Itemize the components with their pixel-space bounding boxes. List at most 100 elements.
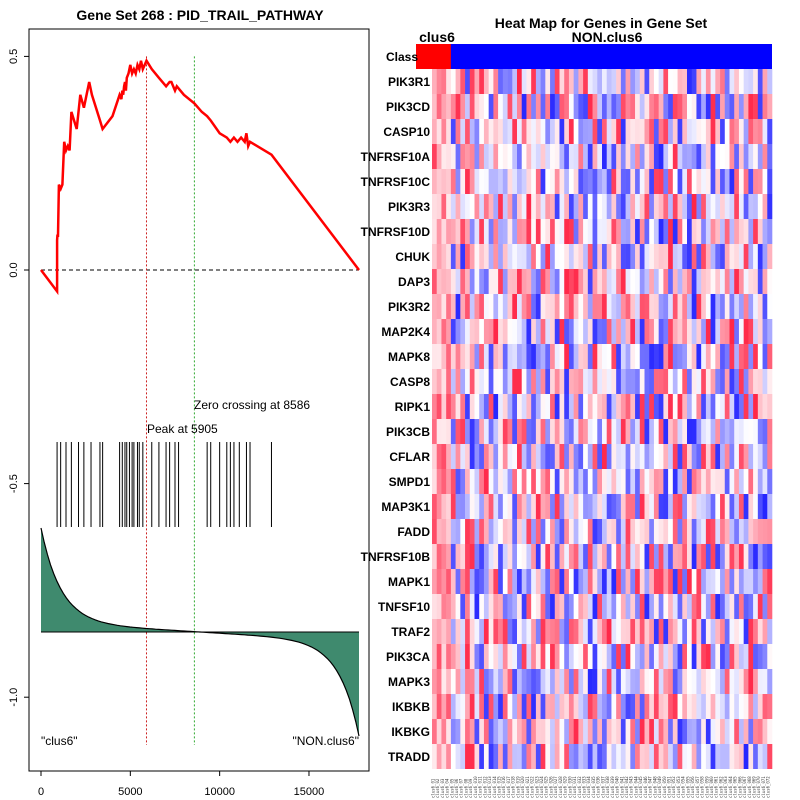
heatmap-cell — [682, 369, 688, 394]
heatmap-cell — [738, 469, 744, 494]
heatmap-cell — [469, 94, 475, 119]
heatmap-cell — [441, 319, 447, 344]
heatmap-cell — [738, 419, 744, 444]
heatmap-cell — [602, 569, 608, 594]
heatmap-cell — [682, 594, 688, 619]
heatmap-cell — [701, 594, 707, 619]
heatmap-cell — [753, 569, 759, 594]
heatmap-cell — [450, 294, 456, 319]
heatmap-cell — [460, 544, 466, 569]
heatmap-cell — [469, 569, 475, 594]
heatmap-cell — [738, 94, 744, 119]
heatmap-cell — [573, 669, 579, 694]
heatmap-cell — [531, 619, 537, 644]
heatmap-cell — [658, 294, 664, 319]
heatmap-cell — [658, 519, 664, 544]
heatmap-cell — [611, 194, 617, 219]
gene-label: IKBKB — [392, 700, 430, 714]
heatmap-cell — [550, 144, 556, 169]
heatmap-cell — [568, 394, 574, 419]
sample-label: clus6_059 — [704, 776, 709, 798]
heatmap-cell — [611, 544, 617, 569]
heatmap-cell — [436, 719, 442, 744]
heatmap-cell — [517, 194, 523, 219]
heatmap-cell — [559, 419, 565, 444]
heatmap-cell — [446, 219, 452, 244]
heatmap-cell — [701, 69, 707, 94]
heatmap-cell — [715, 344, 721, 369]
heatmap-cell — [498, 69, 504, 94]
heatmap-cell — [545, 169, 551, 194]
heatmap-cell — [517, 94, 523, 119]
heatmap-cell — [738, 744, 744, 769]
heatmap-cell — [531, 194, 537, 219]
heatmap-cell — [734, 194, 740, 219]
heatmap-cell — [545, 394, 551, 419]
heatmap-cell — [635, 169, 641, 194]
heatmap-cell — [554, 494, 560, 519]
heatmap-cell — [757, 619, 763, 644]
heatmap-cell — [441, 219, 447, 244]
heatmap-cell — [531, 244, 537, 269]
heatmap-cell — [540, 144, 546, 169]
heatmap-cell — [573, 469, 579, 494]
heatmap-cell — [460, 744, 466, 769]
heatmap-cell — [701, 94, 707, 119]
heatmap-cell — [653, 144, 659, 169]
gene-label: MAPK8 — [388, 350, 430, 364]
heatmap-cell — [512, 544, 518, 569]
heatmap-cell — [691, 644, 697, 669]
heatmap-cell — [668, 219, 674, 244]
heatmap-cell — [696, 144, 702, 169]
heatmap-cell — [687, 394, 693, 419]
heatmap-cell — [753, 94, 759, 119]
heatmap-cell — [606, 269, 612, 294]
heatmap-cell — [616, 169, 622, 194]
sample-label: clus6_011 — [478, 776, 483, 798]
heatmap-cell — [616, 194, 622, 219]
heatmap-cell — [441, 444, 447, 469]
heatmap-cell — [469, 594, 475, 619]
heatmap-cell — [488, 444, 494, 469]
heatmap-cell — [592, 419, 598, 444]
heatmap-cell — [691, 69, 697, 94]
heatmap-cell — [715, 419, 721, 444]
heatmap-cell — [507, 94, 513, 119]
heatmap-cell — [753, 244, 759, 269]
heatmap-cell — [748, 119, 754, 144]
heatmap-cell — [715, 294, 721, 319]
heatmap-cell — [724, 369, 730, 394]
heatmap-cell — [715, 619, 721, 644]
heatmap-cell — [526, 419, 532, 444]
heatmap-cell — [564, 669, 570, 694]
heatmap-cell — [620, 544, 626, 569]
heatmap-cell — [517, 544, 523, 569]
heatmap-cell — [687, 469, 693, 494]
heatmap-cell — [465, 694, 471, 719]
gene-label: MAP2K4 — [381, 325, 430, 339]
heatmap-cell — [507, 144, 513, 169]
heatmap-cell — [474, 444, 480, 469]
heatmap-cell — [668, 719, 674, 744]
heatmap-cell — [757, 244, 763, 269]
heatmap-cell — [512, 319, 518, 344]
heatmap-cell — [564, 619, 570, 644]
heatmap-cell — [564, 294, 570, 319]
heatmap-cell — [568, 594, 574, 619]
heatmap-cell — [611, 69, 617, 94]
heatmap-cell — [734, 519, 740, 544]
sample-label: clus6_035 — [591, 776, 596, 798]
heatmap-cell — [583, 419, 589, 444]
heatmap-cell — [724, 319, 730, 344]
heatmap-cell — [620, 669, 626, 694]
heatmap-cell — [663, 569, 669, 594]
heatmap-cell — [455, 569, 461, 594]
heatmap-cell — [715, 569, 721, 594]
heatmap-cell — [743, 419, 749, 444]
heatmap-cell — [502, 219, 508, 244]
heatmap-cell — [620, 719, 626, 744]
heatmap-cell — [450, 94, 456, 119]
heatmap-cell — [559, 694, 565, 719]
heatmap-cell — [687, 269, 693, 294]
heatmap-cell — [521, 369, 527, 394]
